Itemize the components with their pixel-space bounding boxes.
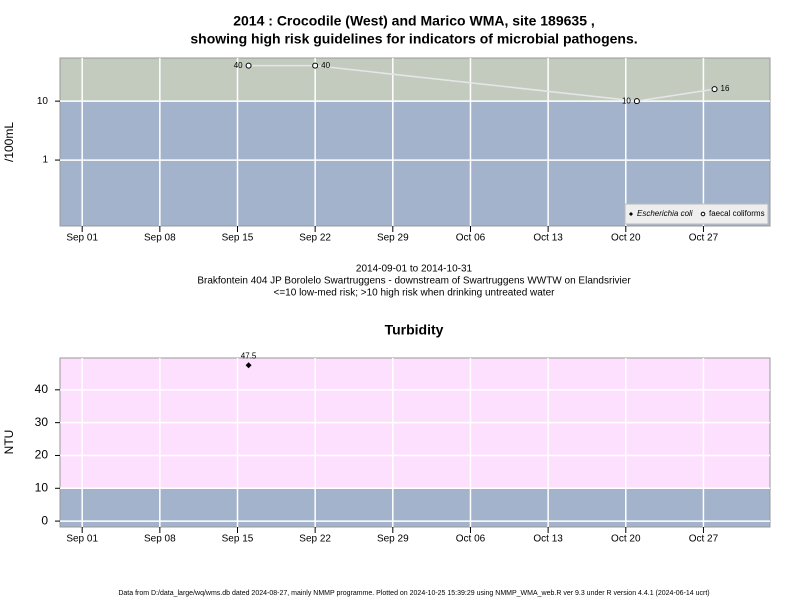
x-tick-label: Sep 29 bbox=[377, 534, 409, 545]
y-tick-label: 0 bbox=[41, 513, 48, 527]
y-axis-label: NTU bbox=[2, 430, 16, 455]
y-tick-label: 1 bbox=[42, 155, 48, 166]
chart-title: showing high risk guidelines for indicat… bbox=[190, 31, 637, 47]
x-tick-label: Oct 20 bbox=[611, 233, 641, 244]
x-tick-label: Oct 13 bbox=[533, 233, 563, 244]
x-tick-label: Sep 22 bbox=[299, 233, 331, 244]
high-risk-band bbox=[60, 58, 770, 102]
plot-frame bbox=[59, 357, 771, 528]
x-tick-label: Sep 15 bbox=[222, 534, 254, 545]
y-tick-label: 40 bbox=[35, 382, 49, 396]
legend-marker bbox=[700, 211, 706, 217]
x-tick-label: Sep 08 bbox=[144, 534, 176, 545]
x-tick-label: Oct 13 bbox=[533, 534, 563, 545]
point bbox=[711, 86, 718, 93]
plot-frame bbox=[59, 57, 771, 227]
y-tick-label: 10 bbox=[37, 96, 49, 107]
point bbox=[633, 98, 640, 105]
footer: Data from D:/data_large/wq/wms.db dated … bbox=[118, 590, 709, 597]
caption: <=10 low-med risk; >10 high risk when dr… bbox=[274, 288, 556, 299]
point bbox=[312, 62, 319, 69]
data-label: 10 bbox=[622, 96, 631, 105]
legend-label: Escherichia coli bbox=[637, 209, 693, 218]
x-tick-label: Oct 06 bbox=[456, 534, 486, 545]
data-label: 16 bbox=[721, 84, 730, 93]
data-label: 40 bbox=[321, 61, 330, 70]
x-tick-label: Oct 27 bbox=[689, 233, 719, 244]
panel-title: Turbidity bbox=[385, 322, 444, 338]
caption: 2014-09-01 to 2014-10-31 bbox=[356, 264, 473, 275]
x-tick-label: Sep 01 bbox=[66, 534, 98, 545]
data-label: 40 bbox=[234, 61, 243, 70]
point bbox=[245, 62, 252, 69]
data-label: 47.5 bbox=[241, 351, 257, 360]
series-line bbox=[248, 64, 715, 102]
x-tick-label: Oct 20 bbox=[611, 534, 641, 545]
chart-title: 2014 : Crocodile (West) and Marico WMA, … bbox=[233, 13, 595, 29]
legend-marker bbox=[629, 212, 633, 216]
y-tick-label: 20 bbox=[35, 448, 49, 462]
legend: Escherichia coli faecal coliforms bbox=[624, 203, 769, 225]
y-tick-label: 10 bbox=[35, 480, 49, 494]
y-tick-label: 30 bbox=[35, 415, 49, 429]
point bbox=[245, 362, 252, 369]
x-tick-label: Sep 08 bbox=[144, 233, 176, 244]
legend-label: faecal coliforms bbox=[709, 209, 765, 218]
x-tick-label: Sep 01 bbox=[66, 233, 98, 244]
x-tick-label: Oct 27 bbox=[689, 534, 719, 545]
y-axis-label: /100mL bbox=[2, 122, 16, 162]
x-tick-label: Sep 22 bbox=[299, 534, 331, 545]
x-tick-label: Sep 29 bbox=[377, 233, 409, 244]
x-tick-label: Sep 15 bbox=[222, 233, 254, 244]
legend-box bbox=[624, 203, 769, 225]
x-tick-label: Oct 06 bbox=[456, 233, 486, 244]
caption: Brakfontein 404 JP Borolelo Swartruggens… bbox=[197, 276, 631, 287]
